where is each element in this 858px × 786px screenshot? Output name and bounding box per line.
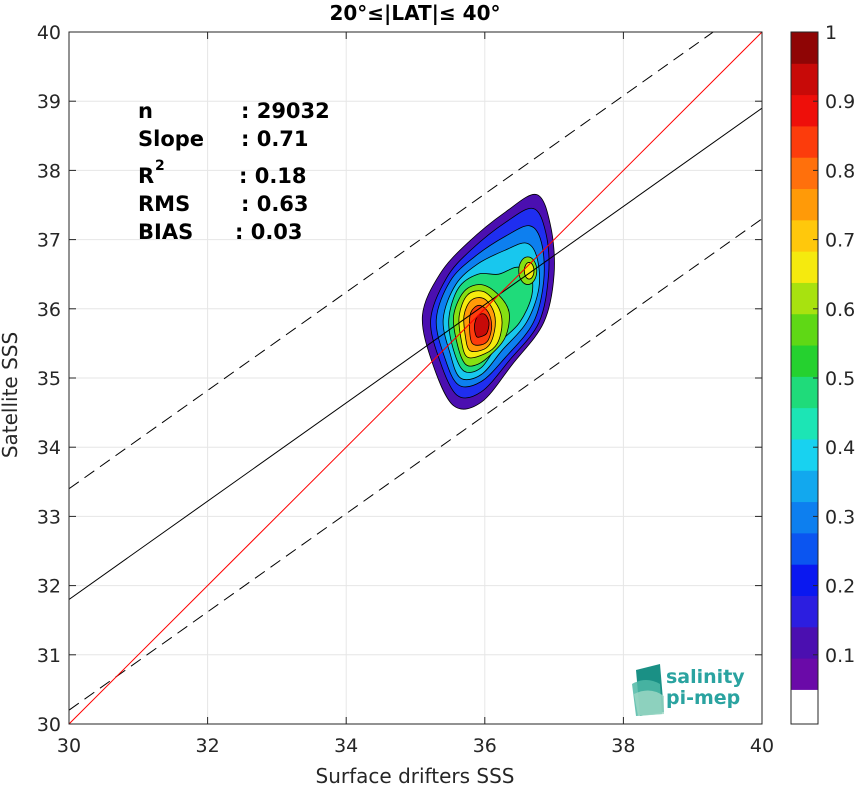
colorbar-segment: [791, 32, 818, 64]
colorbar-segment: [791, 438, 818, 471]
colorbar-segment: [791, 376, 818, 409]
y-axis-label: Satellite SSS: [0, 332, 22, 458]
colorbar-segment: [791, 188, 818, 221]
one-to-one-line: [69, 32, 762, 724]
y-tick-label: 34: [37, 437, 61, 459]
regression-upper-dashed-line: [69, 32, 715, 490]
logo-text-line2: pi-mep: [666, 687, 740, 709]
stat-rms-label: RMS: [138, 192, 190, 216]
colorbar-segment: [791, 658, 818, 690]
colorbar-segment: [791, 470, 818, 503]
stat-rms-value: : 0.63: [241, 192, 309, 216]
y-tick-label: 37: [37, 230, 61, 252]
colorbar-tick-label: 0.8: [825, 160, 855, 182]
y-tick-label: 30: [37, 714, 61, 736]
colorbar-segment: [791, 564, 818, 596]
y-tick-label: 35: [37, 368, 61, 390]
x-tick-label: 34: [334, 735, 358, 757]
colorbar-segment: [791, 313, 818, 346]
stat-n-label: n: [138, 99, 153, 123]
colorbar-tick-label: 0.2: [825, 576, 855, 598]
stat-r2-label: R: [138, 164, 154, 188]
y-tick-label: 39: [37, 91, 61, 113]
stat-bias-label: BIAS: [138, 220, 193, 244]
colorbar-segment: [791, 345, 818, 377]
axes-frame: [68, 31, 763, 725]
tick-labels: 30 32 34 36 38 40 30 31 32 33 34 35 36 37 38 39 40: [37, 22, 774, 757]
stat-slope-value: : 0.71: [241, 127, 309, 151]
stat-bias-value: : 0.03: [235, 220, 303, 244]
colorbar-segment: [791, 63, 818, 96]
y-tick-label: 38: [37, 160, 61, 182]
stats-box: n : 29032 Slope : 0.71 R 2 : 0.18 RMS : …: [138, 99, 330, 244]
colorbar-segment: [791, 94, 818, 127]
colorbar-segment: [791, 626, 818, 659]
regression-line: [69, 107, 762, 600]
logo-text-line1: salinity: [666, 666, 745, 688]
colorbar-tick-label: 0.6: [825, 299, 855, 321]
colorbar-tick-label: 0.5: [825, 368, 855, 390]
colorbar-tick-label: 0.4: [825, 437, 855, 459]
colorbar-tick-label: 0.9: [825, 91, 855, 113]
salinity-pimep-logo: salinity pi-mep: [632, 664, 745, 716]
reference-lines-group: [69, 32, 762, 724]
colorbar-tick-label: 0.7: [825, 230, 855, 252]
colorbar-segment: [791, 157, 818, 190]
stat-r2-superscript: 2: [155, 158, 165, 174]
density-contour: [473, 313, 490, 338]
colorbar-segment: [791, 532, 818, 565]
x-axis-label: Surface drifters SSS: [316, 764, 515, 786]
y-tick-label: 40: [37, 22, 61, 44]
regression-lower-dashed-line: [69, 218, 762, 711]
chart-title: 20°≤|LAT|≤ 40°: [329, 1, 500, 25]
wave-logo-icon: [632, 664, 664, 716]
colorbar-segment: [791, 282, 818, 315]
x-tick-label: 40: [750, 735, 774, 757]
colorbar-segment: [791, 219, 818, 252]
x-tick-label: 36: [473, 735, 497, 757]
x-tick-label: 30: [57, 735, 81, 757]
colorbar-segment: [791, 251, 818, 283]
stat-r2-value: : 0.18: [239, 164, 307, 188]
stat-n-value: : 29032: [241, 99, 330, 123]
y-tick-label: 32: [37, 576, 61, 598]
colorbar: 0.1 0.2 0.3 0.4 0.5 0.6 0.7 0.8 0.9 1: [790, 22, 855, 725]
colorbar-tick-label: 1: [825, 22, 837, 44]
stat-slope-label: Slope: [138, 127, 204, 151]
colorbar-segment: [791, 125, 818, 158]
y-tick-label: 36: [37, 299, 61, 321]
colorbar-segment: [791, 501, 818, 534]
reference-lines: [69, 32, 762, 724]
x-tick-label: 32: [196, 735, 220, 757]
y-tick-label: 33: [37, 506, 61, 528]
colorbar-white-segment: [791, 689, 818, 724]
colorbar-segment: [791, 595, 818, 628]
y-tick-label: 31: [37, 645, 61, 667]
x-tick-label: 38: [611, 735, 635, 757]
grid-lines: [68, 31, 763, 725]
colorbar-tick-label: 0.3: [825, 506, 855, 528]
colorbar-segment: [791, 407, 818, 440]
colorbar-tick-label: 0.1: [825, 645, 855, 667]
